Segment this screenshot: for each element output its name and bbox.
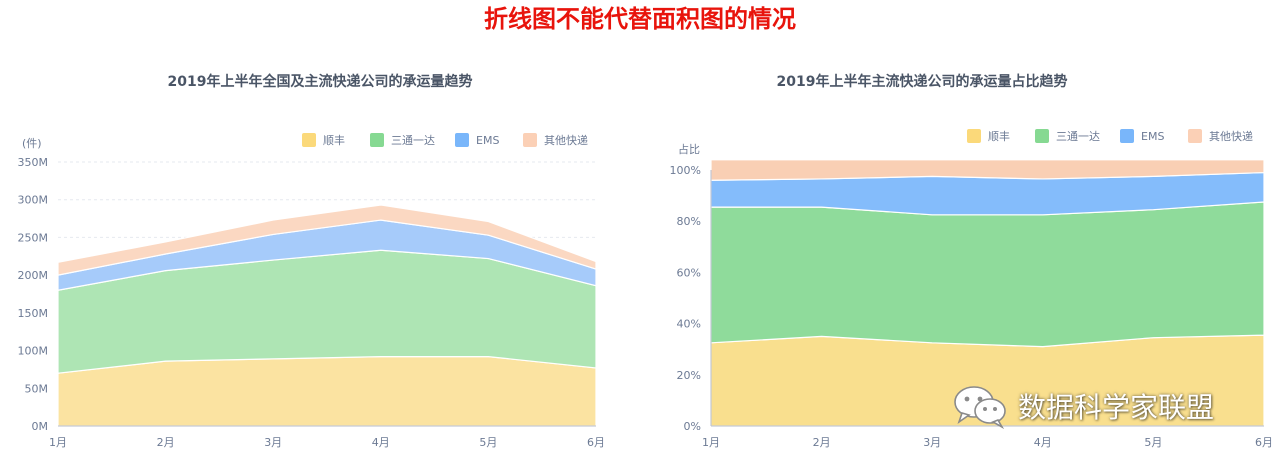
x-tick-label: 2月 [157,436,175,449]
y-tick-label: 20% [677,369,701,382]
unit-label: 占比 [678,142,700,156]
legend-label-ems: EMS [476,134,499,147]
legend-swatch-other [523,133,537,147]
legend-swatch-ems [1120,129,1134,143]
x-tick-label: 3月 [923,436,941,449]
area-other [57,204,597,276]
y-tick-label: 60% [677,266,701,279]
legend-label-sf: 顺丰 [323,134,345,147]
chart-title: 2019年上半年主流快递公司的承运量占比趋势 [777,73,1068,90]
y-tick-label: 250M [18,231,49,244]
watermark-text: 数据科学家联盟 [1018,391,1215,424]
y-tick-label: 200M [18,269,49,282]
stacked-volume-chart: 2019年上半年全国及主流快递公司的承运量趋势 (件) 0M 50M 100M 150M 2… [18,73,606,449]
y-tick-label: 300M [18,194,49,207]
x-tick-label: 1月 [49,436,67,449]
page-title: 折线图不能代替面积图的情况 [484,5,796,33]
legend-label-stdy: 三通一达 [391,134,435,147]
area-stdy [710,201,1265,348]
legend-label-sf: 顺丰 [988,130,1010,143]
y-tick-label: 0M [32,420,49,433]
y-tick-label: 150M [18,307,49,320]
x-tick-label: 2月 [813,436,831,449]
legend-swatch-stdy [1035,129,1049,143]
x-tick-label: 5月 [1144,436,1162,449]
x-tick-label: 6月 [587,436,605,449]
legend-swatch-sf [302,133,316,147]
x-tick-label: 4月 [1034,436,1052,449]
legend-swatch-sf [967,129,981,143]
x-tick-label: 6月 [1255,436,1273,449]
y-tick-label: 50M [25,382,49,395]
x-tick-label: 1月 [702,436,720,449]
y-tick-label: 350M [18,156,49,169]
legend-swatch-ems [455,133,469,147]
chart-title: 2019年上半年全国及主流快递公司的承运量趋势 [168,73,473,90]
area-sf [57,356,597,427]
y-tick-label: 80% [677,215,701,228]
wechat-icon [954,386,1006,429]
legend-label-stdy: 三通一达 [1056,130,1100,143]
unit-label: (件) [22,137,42,150]
legend-label-ems: EMS [1141,130,1164,143]
y-tick-label: 100M [18,345,49,358]
legend-swatch-stdy [370,133,384,147]
watermark: 数据科学家联盟 [952,382,1214,430]
legend-swatch-other [1188,129,1202,143]
legend-label-other: 其他快递 [544,133,588,147]
x-tick-label: 4月 [372,436,390,449]
x-tick-label: 3月 [264,436,282,449]
legend-label-other: 其他快递 [1209,129,1253,143]
y-tick-label: 40% [677,318,701,331]
y-tick-label: 0% [684,420,701,433]
area-other [710,159,1265,181]
x-tick-label: 5月 [479,436,497,449]
y-tick-label: 100% [670,164,701,177]
